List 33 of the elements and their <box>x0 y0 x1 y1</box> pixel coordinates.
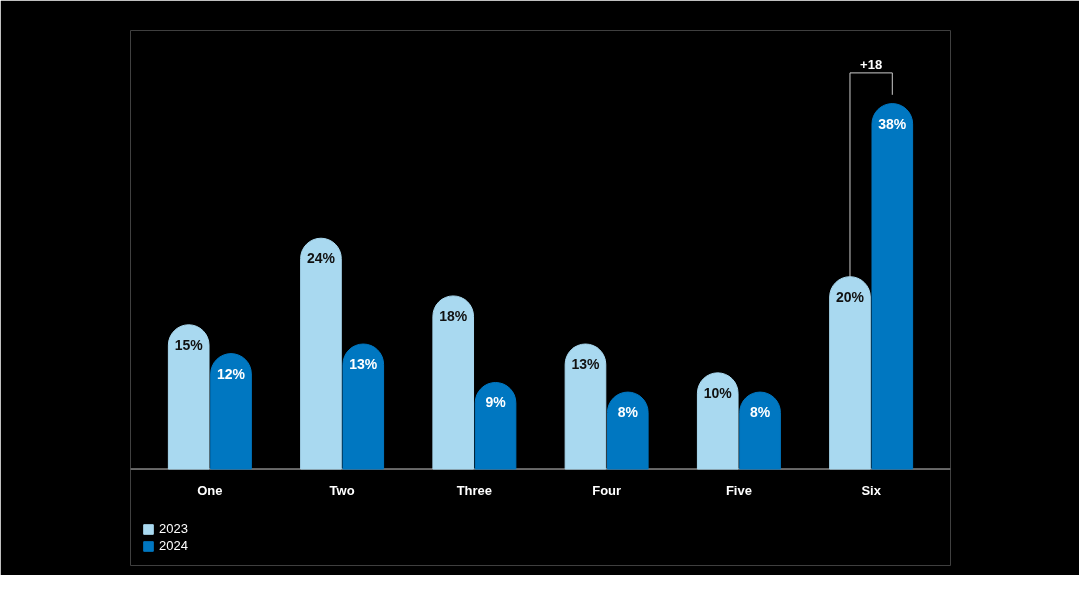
bar <box>210 353 252 470</box>
data-label: 12% <box>217 365 246 382</box>
data-label: 15% <box>174 336 204 353</box>
data-label: 13% <box>349 356 378 373</box>
legend-label: 2024 <box>159 538 188 553</box>
data-label: 8% <box>749 404 771 421</box>
x-tick-label: Six <box>861 483 882 499</box>
data-label: 24% <box>306 250 336 267</box>
bar <box>606 391 649 470</box>
bar <box>696 372 739 470</box>
data-label: 38% <box>878 115 907 132</box>
data-label: 8% <box>617 404 639 421</box>
bar <box>167 324 210 470</box>
bar <box>432 295 475 470</box>
x-tick-label: One <box>197 483 223 499</box>
bar <box>474 381 517 470</box>
bar <box>300 237 342 470</box>
x-tick-label: Three <box>456 483 493 499</box>
bar <box>829 276 871 470</box>
bar <box>871 103 914 470</box>
data-label: 18% <box>439 307 468 324</box>
text: +18 <box>860 56 883 72</box>
data-label: 10% <box>703 384 733 401</box>
x-tick-label: Five <box>725 483 752 499</box>
data-label: 20% <box>835 288 865 305</box>
data-label: 13% <box>571 356 601 373</box>
x-tick-label: Four <box>592 483 622 499</box>
legend-label: 2023 <box>159 521 188 536</box>
bar <box>739 391 781 470</box>
x-tick-label: Two <box>329 483 355 499</box>
data-label: 9% <box>485 394 507 411</box>
bar <box>564 343 607 470</box>
bar <box>342 343 385 470</box>
